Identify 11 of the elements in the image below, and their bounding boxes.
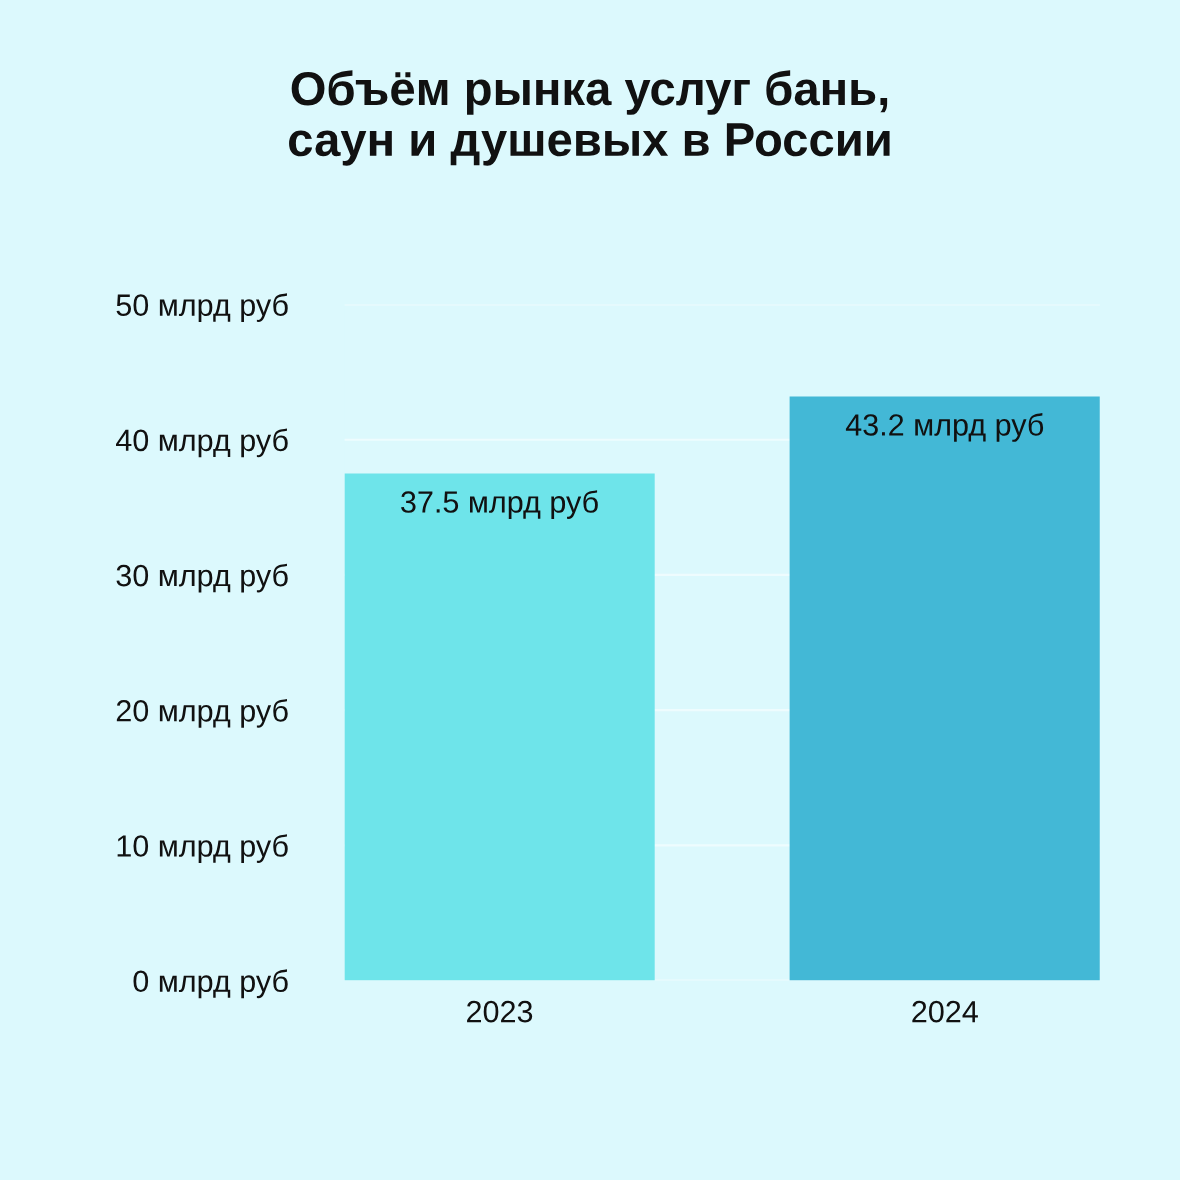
y-tick-label: 10 млрд руб	[117, 834, 288, 863]
data-label: 43.2 млрд руб	[845, 413, 1044, 442]
y-tick-label: 0 млрд руб	[133, 969, 288, 999]
data-label: 37.5 млрд руб	[401, 490, 598, 519]
y-tick-label: 20 млрд руб	[116, 698, 288, 728]
y-tick-label: 40 млрд руб	[116, 428, 288, 458]
y-tick-label: 30 млрд руб	[116, 563, 288, 593]
y-tick-label: 50 млрд руб	[116, 293, 288, 322]
x-tick-label: 2023	[467, 1000, 533, 1023]
x-tick-label: 2024	[912, 1000, 978, 1023]
chart-title: Объём рынка услуг бань, саун и душевых в России	[289, 70, 890, 166]
